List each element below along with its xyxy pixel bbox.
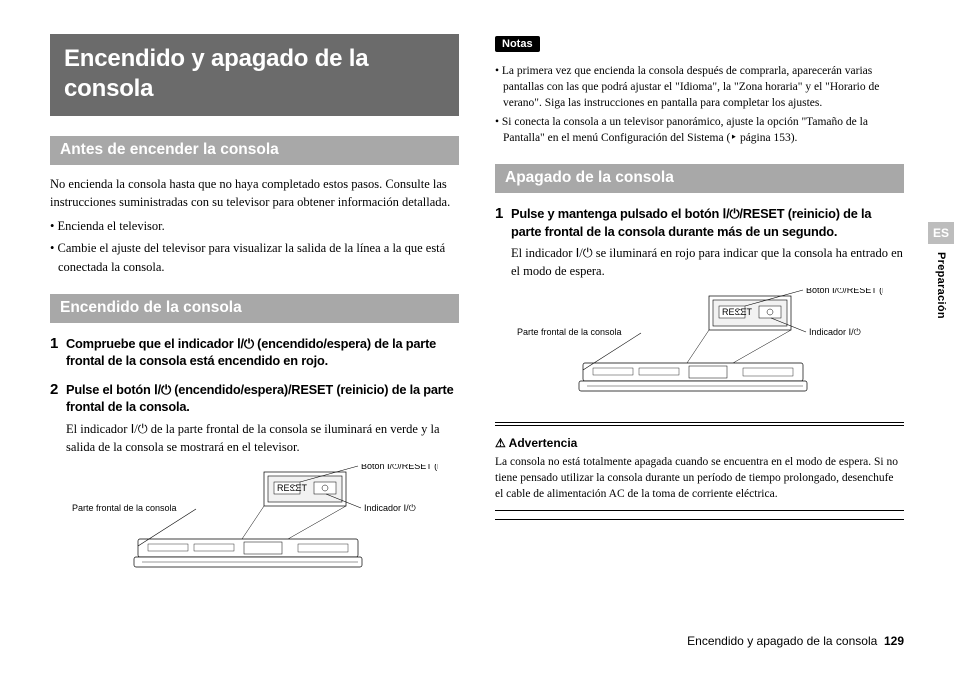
section-poweroff-heading: Apagado de la consola [495,164,904,193]
poweron-step-1: 1 Compruebe que el indicador Ⅰ/⏻ (encend… [50,335,459,370]
poweron-step2-desc: El indicador Ⅰ/⏻ de la parte frontal de … [66,420,459,456]
diagram-label-front: Parte frontal de la consola [517,327,622,337]
right-column: Notas La primera vez que encienda la con… [495,34,904,594]
notes-tag: Notas [495,36,540,52]
divider-thick [495,422,904,423]
before-bullet-1: Encienda el televisor. [50,217,459,235]
svg-text:RESET: RESET [722,307,753,317]
language-tab: ES [928,222,954,244]
diagram-label-button: Botón Ⅰ/⏻/RESET (reinicio) [361,464,438,471]
section-poweron-heading: Encendido de la consola [50,294,459,323]
poweron-step1-head: Compruebe que el indicador Ⅰ/⏻ (encendid… [66,335,459,370]
side-tab: ES Preparación [928,222,954,319]
poweron-step-2: 2 Pulse el botón Ⅰ/⏻ (encendido/espera)/… [50,381,459,456]
section-tab: Preparación [935,252,947,319]
note-2: Si conecta la consola a un televisor pan… [495,114,904,146]
note-1: La primera vez que encienda la consola d… [495,63,904,111]
left-column: Encendido y apagado de la consola Antes … [50,34,459,594]
poweron-step2-head: Pulse el botón Ⅰ/⏻ (encendido/espera)/RE… [66,381,459,416]
step-number: 1 [50,335,66,370]
warning-icon: ⚠ [495,436,506,450]
diagram-label-button: Botón Ⅰ/⏻/RESET (reinicio) [806,288,883,295]
page-title: Encendido y apagado de la consola [50,34,459,116]
page-number: 129 [884,634,904,648]
page-footer: Encendido y apagado de la consola 129 [687,634,904,648]
warning-block: ⚠ Advertencia La consola no está totalme… [495,434,904,502]
footer-title: Encendido y apagado de la consola [687,634,877,648]
warning-body: La consola no está totalmente apagada cu… [495,454,904,502]
divider-thin [495,425,904,426]
poweroff-step1-head: Pulse y mantenga pulsado el botón Ⅰ/⏻/RE… [511,205,904,240]
step-number: 2 [50,381,66,456]
console-diagram-right: RESET Botón Ⅰ/⏻/RESET (reinicio) Indicad… [513,288,904,408]
poweroff-step-1: 1 Pulse y mantenga pulsado el botón Ⅰ/⏻/… [495,205,904,280]
diagram-label-indicator: Indicador Ⅰ/⏻ [809,327,861,337]
divider-thin [495,510,904,511]
warning-heading: Advertencia [509,436,578,450]
console-diagram-left: RESET Botón Ⅰ/⏻/RESET (reinicio) Indicad… [68,464,459,584]
diagram-label-indicator: Indicador Ⅰ/⏻ [364,503,416,513]
svg-text:RESET: RESET [277,483,308,493]
divider-thick [495,519,904,520]
before-intro: No encienda la consola hasta que no haya… [50,175,459,211]
section-before-heading: Antes de encender la consola [50,136,459,165]
poweroff-step1-desc: El indicador Ⅰ/⏻ se iluminará en rojo pa… [511,244,904,280]
diagram-label-front: Parte frontal de la consola [72,503,177,513]
step-number: 1 [495,205,511,280]
before-bullet-2: Cambie el ajuste del televisor para visu… [50,239,459,275]
